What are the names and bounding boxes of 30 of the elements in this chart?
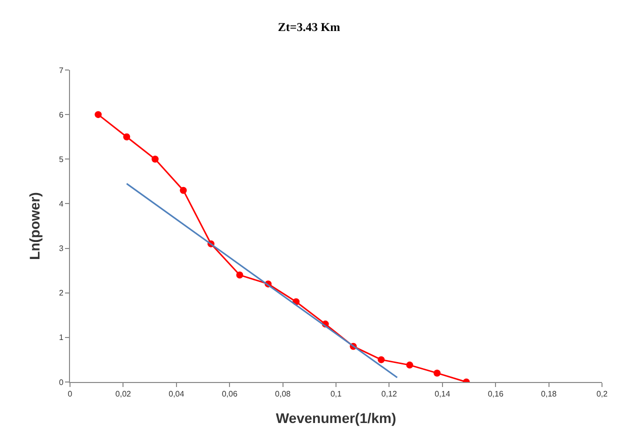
x-axis-title: Wevenumer(1/km) — [276, 410, 396, 426]
x-tick-label: 0,02 — [115, 390, 132, 399]
y-tick-label: 4 — [58, 200, 64, 209]
point — [378, 356, 385, 364]
point — [123, 133, 130, 140]
x-tick-label: 0,14 — [434, 390, 451, 399]
y-tick-label: 3 — [58, 244, 64, 254]
x-tick-label: 0,04 — [168, 390, 185, 399]
x-tick-label: 0,08 — [275, 390, 292, 399]
x-tick-label: 0 — [68, 390, 73, 399]
y-tick-label: 2 — [58, 288, 64, 298]
point — [236, 272, 244, 279]
point — [94, 111, 102, 118]
x-tick-label: 0,2 — [596, 390, 608, 399]
y-tick-label: 6 — [58, 110, 64, 120]
x-tick-label: 0,18 — [541, 390, 558, 399]
point — [434, 370, 441, 377]
point — [152, 156, 159, 163]
y-tick-label: 1 — [58, 333, 64, 342]
y-tick-label: 0 — [58, 378, 64, 387]
point — [406, 362, 414, 369]
x-tick-label: 0,1 — [330, 390, 342, 399]
x-tick-label: 0,12 — [381, 390, 398, 399]
y-tick-label: 7 — [58, 66, 64, 75]
x-tick-label: 0,16 — [488, 390, 504, 399]
chart-title: Zt=3.43 Km — [278, 20, 340, 34]
y-axis-title: Ln(power) — [26, 192, 43, 260]
x-tick-label: 0,06 — [222, 390, 238, 399]
point — [180, 186, 187, 194]
y-tick-label: 5 — [58, 154, 64, 164]
